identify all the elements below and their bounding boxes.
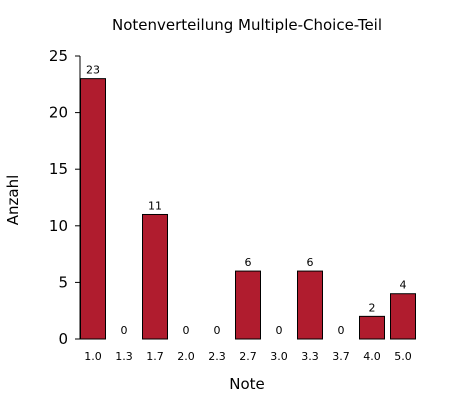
data-label: 6 — [307, 256, 314, 269]
x-tick-label: 1.3 — [115, 350, 133, 363]
x-tick-label: 5.0 — [394, 350, 412, 363]
data-label: 6 — [245, 256, 252, 269]
bar-1-0 — [80, 78, 106, 340]
data-label: 0 — [121, 324, 128, 337]
y-axis-ticks: 0 5 10 15 20 25 — [49, 47, 80, 348]
x-tick-label: 3.3 — [301, 350, 319, 363]
y-axis-label: Anzahl — [4, 175, 22, 226]
bar-2-7 — [235, 270, 261, 340]
y-tick-label: 20 — [49, 104, 68, 122]
bar-1-7 — [142, 213, 168, 340]
x-tick-label: 3.7 — [332, 350, 350, 363]
y-tick-label: 0 — [58, 330, 68, 348]
x-tick-label: 2.7 — [239, 350, 257, 363]
chart-title: Notenverteilung Multiple-Choice-Teil — [112, 16, 382, 34]
bar-4-0 — [359, 315, 385, 340]
data-label: 0 — [214, 324, 221, 337]
x-tick-label: 1.7 — [146, 350, 164, 363]
bar-3-3 — [297, 270, 323, 340]
x-tick-label: 3.0 — [270, 350, 288, 363]
x-tick-label: 1.0 — [84, 350, 102, 363]
data-labels: 23 0 11 0 0 6 0 6 0 2 4 — [86, 64, 407, 337]
x-tick-label: 2.0 — [177, 350, 195, 363]
data-label: 4 — [400, 279, 407, 292]
bar-5-0 — [390, 293, 416, 340]
y-tick-label: 10 — [49, 217, 68, 235]
x-axis-ticks: 1.0 1.3 1.7 2.0 2.3 2.7 3.0 3.3 3.7 4.0 5.0 — [84, 350, 412, 363]
x-tick-label: 2.3 — [208, 350, 226, 363]
data-label: 11 — [148, 199, 162, 212]
data-label: 0 — [276, 324, 283, 337]
x-axis-label: Note — [229, 375, 265, 393]
bars — [80, 78, 416, 340]
y-tick-label: 25 — [49, 47, 68, 65]
data-label: 0 — [183, 324, 190, 337]
x-tick-label: 4.0 — [363, 350, 381, 363]
data-label: 0 — [338, 324, 345, 337]
data-label: 2 — [369, 301, 376, 314]
data-label: 23 — [86, 64, 100, 77]
y-tick-label: 5 — [58, 273, 68, 291]
y-tick-label: 15 — [49, 160, 68, 178]
